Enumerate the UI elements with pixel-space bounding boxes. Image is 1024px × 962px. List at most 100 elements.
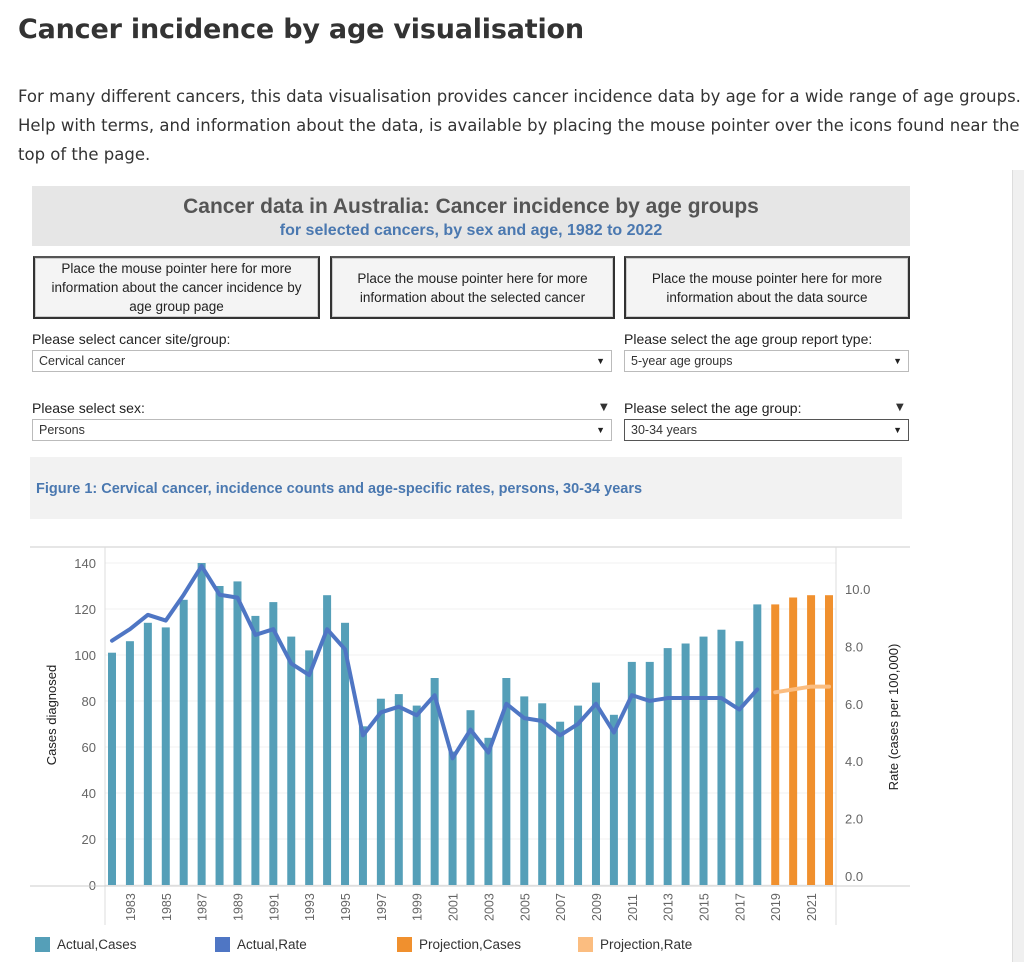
actual-cases-bar (143, 622, 152, 885)
actual-cases-bar (376, 698, 385, 885)
actual-cases-bar (179, 599, 188, 885)
projection-rate-line (773, 684, 831, 695)
y-axis-title: Cases diagnosed (44, 665, 59, 765)
actual-cases-bar (358, 726, 367, 885)
actual-cases-bar (520, 696, 529, 885)
filter-menu-icon[interactable]: ▼ (600, 402, 608, 413)
y-tick-label: 20 (82, 832, 96, 847)
dropdown-arrow-icon: ▼ (596, 425, 605, 435)
dashboard-title: Cancer data in Australia: Cancer inciden… (183, 195, 759, 218)
x-tick-label: 1991 (267, 893, 281, 921)
actual-cases-bar (323, 595, 332, 885)
actual-cases-bar (341, 622, 350, 885)
x-tick-label: 2003 (482, 893, 496, 921)
actual-cases-bar (735, 641, 744, 885)
y2-tick-label: 4.0 (845, 754, 863, 769)
actual-cases-bar (466, 710, 475, 885)
info-cancer-button[interactable]: Place the mouse pointer here for more in… (330, 256, 615, 319)
cancer-select-label: Please select cancer site/group: (32, 331, 231, 347)
actual-cases-bar (448, 751, 457, 885)
y-tick-label: 60 (82, 740, 96, 755)
info-page-button[interactable]: Place the mouse pointer here for more in… (33, 256, 320, 319)
actual-cases-bar (609, 714, 618, 885)
cancer-select[interactable]: Cervical cancer ▼ (32, 350, 612, 372)
x-tick-label: 2015 (698, 893, 712, 921)
x-tick-label: 1997 (375, 893, 389, 921)
actual-cases-bar (269, 602, 278, 885)
x-tick-label: 2017 (733, 893, 747, 921)
x-tick-label: 2013 (662, 893, 676, 921)
dropdown-arrow-icon: ▼ (596, 356, 605, 366)
y-tick-label: 120 (74, 602, 96, 617)
x-tick-label: 2007 (554, 893, 568, 921)
y-tick-label: 100 (74, 648, 96, 663)
x-tick-label: 2011 (626, 894, 640, 921)
actual-cases-bar (394, 694, 403, 885)
x-tick-label: 1993 (303, 893, 317, 921)
legend-projection-rate[interactable]: Projection,Rate (578, 937, 692, 952)
intro-text: For many different cancers, this data vi… (18, 87, 1021, 164)
actual-cases-bar (627, 661, 636, 885)
legend-projection-cases[interactable]: Projection,Cases (397, 937, 521, 952)
y2-axis-title: Rate (cases per 100,000) (886, 644, 901, 791)
legend-swatch (215, 937, 230, 952)
actual-cases-bar (161, 627, 170, 885)
x-tick-label: 2005 (518, 893, 532, 921)
dropdown-arrow-icon: ▼ (893, 425, 902, 435)
actual-rate-line (110, 564, 760, 761)
dashboard-subtitle: for selected cancers, by sex and age, 19… (279, 222, 663, 239)
x-tick-label: 1985 (160, 893, 174, 921)
page-scrollbar[interactable] (1012, 170, 1024, 962)
actual-cases-bar (125, 641, 134, 885)
y2-tick-label: 0.0 (845, 869, 863, 884)
y2-tick-label: 8.0 (845, 639, 863, 654)
report-type-select[interactable]: 5-year age groups ▼ (624, 350, 909, 372)
actual-cases-bar (556, 721, 565, 885)
x-tick-label: 2009 (590, 893, 604, 921)
actual-cases-bar (215, 586, 224, 885)
age-group-select[interactable]: 30-34 years ▼ (624, 419, 909, 441)
sex-select-value: Persons (39, 423, 85, 437)
legend-label: Actual,Cases (57, 937, 137, 952)
actual-cases-bar (197, 563, 206, 885)
cancer-select-value: Cervical cancer (39, 354, 126, 368)
actual-cases-bar (412, 705, 421, 885)
legend-actual-rate[interactable]: Actual,Rate (215, 937, 307, 952)
x-tick-label: 2001 (447, 893, 461, 921)
actual-cases-bar (574, 705, 583, 885)
y2-tick-label: 10.0 (845, 582, 870, 597)
x-tick-label: 2021 (805, 893, 819, 921)
actual-cases-bar (502, 678, 511, 885)
x-tick-label: 2019 (769, 893, 783, 921)
x-tick-label: 1995 (339, 893, 353, 921)
report-type-value: 5-year age groups (631, 354, 733, 368)
legend-actual-cases[interactable]: Actual,Cases (35, 937, 137, 952)
actual-cases-bar (251, 615, 260, 885)
legend-swatch (35, 937, 50, 952)
report-type-label: Please select the age group report type: (624, 331, 873, 347)
legend-swatch (397, 937, 412, 952)
actual-cases-bar (538, 703, 547, 885)
info-data-source-button[interactable]: Place the mouse pointer here for more in… (624, 256, 910, 319)
y-tick-label: 80 (82, 694, 96, 709)
legend-label: Actual,Rate (237, 937, 307, 952)
legend-swatch (578, 937, 593, 952)
x-tick-label: 1987 (196, 893, 210, 921)
sex-select[interactable]: Persons ▼ (32, 419, 612, 441)
actual-cases-bar (699, 636, 708, 885)
actual-cases-bar (484, 737, 493, 885)
actual-cases-bar (233, 581, 242, 885)
dropdown-arrow-icon: ▼ (893, 356, 902, 366)
page-title: Cancer incidence by age visualisation (18, 14, 584, 45)
dashboard-header: Cancer data in Australia: Cancer inciden… (32, 186, 910, 246)
actual-cases-bar (681, 643, 690, 885)
age-group-label: Please select the age group: (624, 400, 802, 416)
sex-select-label: Please select sex: (32, 400, 145, 416)
legend-label: Projection,Rate (600, 937, 693, 952)
actual-cases-bar (430, 678, 439, 885)
figure-title: Figure 1: Cervical cancer, incidence cou… (36, 481, 643, 497)
legend-label: Projection,Cases (419, 937, 522, 952)
actual-cases-bar (287, 636, 296, 885)
actual-cases-bar (591, 682, 600, 885)
filter-menu-icon[interactable]: ▼ (896, 402, 904, 413)
